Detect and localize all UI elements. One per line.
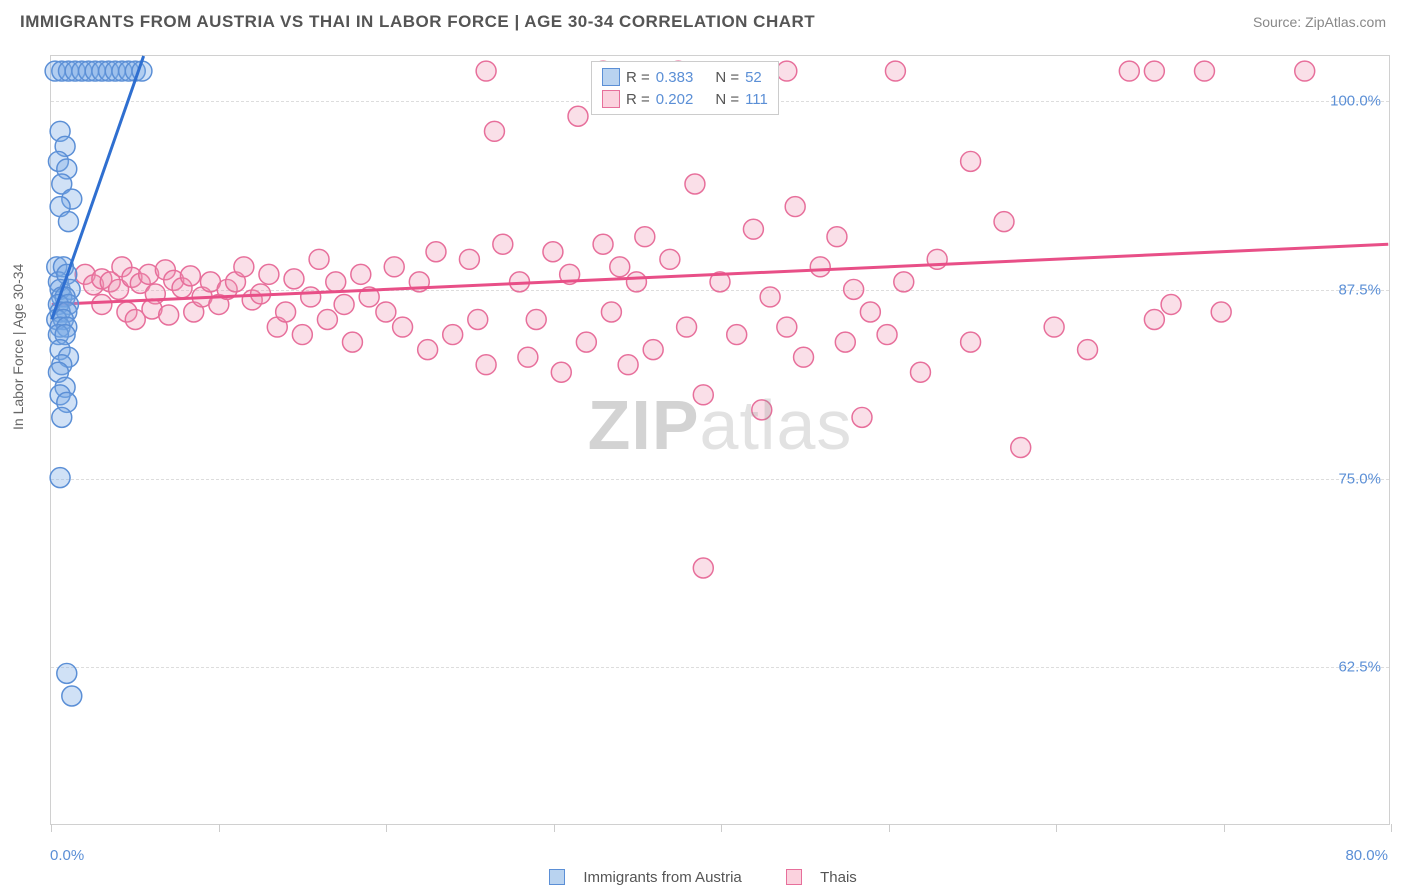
legend-row-thai: R = 0.202 N = 111 — [602, 88, 768, 110]
series-legend: Immigrants from Austria Thais — [0, 869, 1406, 886]
chart-plot-area: 100.0%87.5%75.0%62.5% R = 0.383 N = 52 R… — [50, 55, 1390, 825]
legend-swatch-austria — [602, 68, 620, 86]
chart-title: IMMIGRANTS FROM AUSTRIA VS THAI IN LABOR… — [20, 12, 815, 32]
scatter-plot-svg — [51, 56, 1389, 824]
n-value-austria: 52 — [745, 69, 762, 86]
legend-label-austria: Immigrants from Austria — [583, 869, 741, 886]
n-label: N = — [715, 69, 739, 86]
x-axis-max-label: 80.0% — [1345, 847, 1388, 864]
r-value-thai: 0.202 — [656, 91, 694, 108]
n-value-thai: 111 — [745, 91, 768, 108]
legend-row-austria: R = 0.383 N = 52 — [602, 66, 768, 88]
y-axis-label: In Labor Force | Age 30-34 — [10, 264, 26, 430]
source-label: Source: ZipAtlas.com — [1253, 14, 1386, 30]
n-label: N = — [715, 91, 739, 108]
legend-label-thai: Thais — [820, 869, 857, 886]
r-value-austria: 0.383 — [656, 69, 694, 86]
r-label: R = — [626, 91, 650, 108]
r-label: R = — [626, 69, 650, 86]
legend-swatch-thai-bottom — [786, 869, 802, 885]
x-axis-min-label: 0.0% — [50, 847, 84, 864]
correlation-legend: R = 0.383 N = 52 R = 0.202 N = 111 — [591, 61, 779, 115]
legend-swatch-thai — [602, 90, 620, 108]
legend-swatch-austria-bottom — [549, 869, 565, 885]
